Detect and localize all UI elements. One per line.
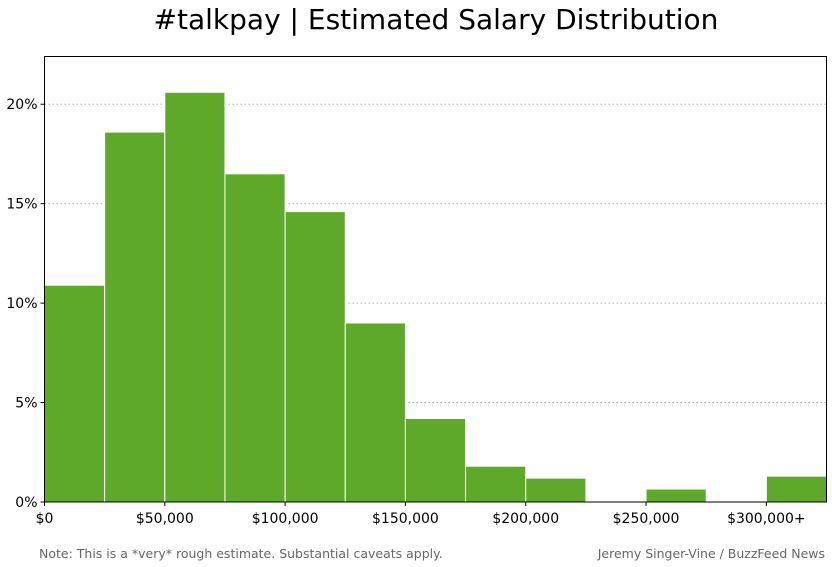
y-tick-label: 15%	[6, 197, 37, 213]
y-tick-label: 0%	[15, 495, 37, 511]
histogram-bar	[645, 488, 707, 503]
histogram-bar	[765, 475, 827, 503]
y-tick-label: 20%	[6, 97, 37, 113]
histogram-bar	[465, 465, 527, 503]
histogram-bar	[344, 322, 406, 503]
y-tick-label: 5%	[15, 396, 37, 412]
x-tick-label: $300,000+	[727, 511, 806, 527]
footer-credit: Jeremy Singer-Vine / BuzzFeed News	[597, 546, 825, 561]
x-tick-label: $200,000	[492, 511, 559, 527]
x-tick-label: $150,000	[372, 511, 439, 527]
plot-frame	[44, 56, 827, 503]
x-tick-label: $250,000	[613, 511, 680, 527]
x-tick-label: $50,000	[136, 511, 194, 527]
plot-border	[44, 56, 827, 503]
y-axis-ticks: 0% 5% 10% 15% 20%	[6, 97, 45, 511]
histogram-bar	[284, 211, 346, 503]
footer-note: Note: This is a *very* rough estimate. S…	[39, 546, 443, 561]
chart-title: #talkpay | Estimated Salary Distribution	[154, 3, 719, 36]
x-tick-label: $100,000	[252, 511, 319, 527]
histogram-bar	[164, 91, 226, 503]
x-tick-label: $0	[36, 511, 54, 527]
histogram-bar	[44, 284, 106, 503]
histogram-bars	[44, 91, 827, 503]
histogram-bar	[525, 477, 587, 503]
y-tick-label: 10%	[6, 296, 37, 312]
histogram-bar	[224, 173, 286, 503]
histogram-bar	[104, 131, 166, 503]
x-axis-ticks: $0 $50,000 $100,000 $150,000 $200,000 $250,00…	[36, 502, 806, 527]
histogram-bar	[404, 417, 467, 503]
